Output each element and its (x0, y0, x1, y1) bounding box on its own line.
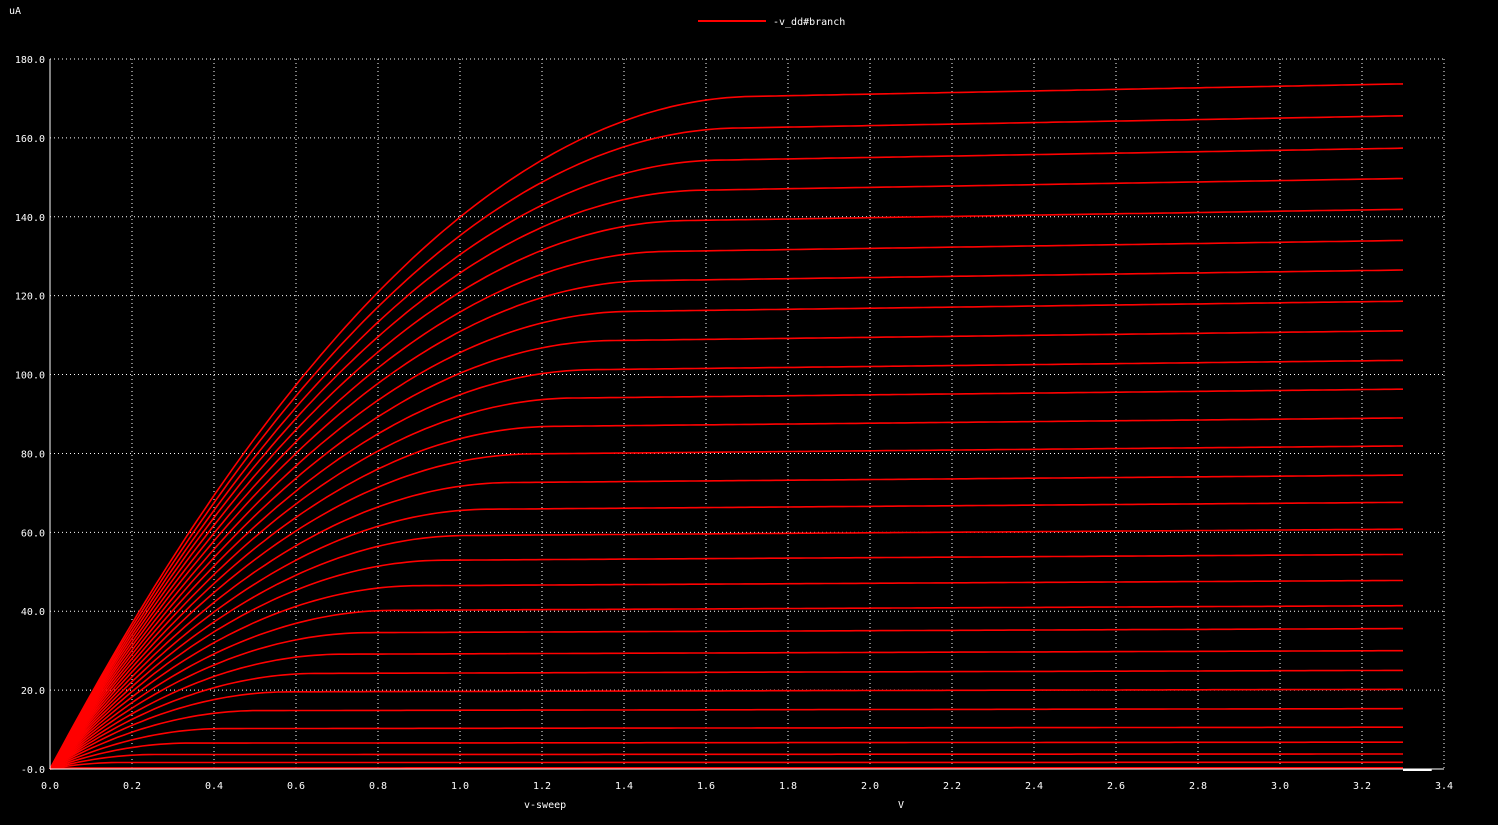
y-tick-label: 20.0 (21, 686, 45, 697)
y-tick-label: 100.0 (15, 371, 45, 382)
series-curve (49, 726, 1403, 770)
series-curves (49, 83, 1404, 770)
series-curve (49, 649, 1403, 770)
y-tick-label: -0.0 (21, 765, 45, 776)
series-curve (49, 627, 1403, 770)
x-tick-label: 0.0 (41, 781, 59, 792)
series-curve (49, 741, 1403, 770)
series-curve (49, 329, 1403, 770)
series-curve (49, 707, 1404, 770)
series-curve (49, 417, 1404, 770)
tick-labels: 0.0 0.2 0.4 0.6 0.8 1.0 1.2 1.4 1.6 1.8 2.0 2.2 2.4 2… (15, 55, 1453, 792)
x-tick-label: 3.2 (1353, 781, 1371, 792)
series-curve (49, 474, 1404, 770)
series-curve (49, 501, 1403, 770)
legend-label: -v_dd#branch (773, 17, 845, 28)
x-tick-label: 0.6 (287, 781, 305, 792)
series-curve (49, 579, 1403, 770)
x-unit-label: V (898, 800, 904, 811)
series-curve (49, 761, 1403, 770)
x-tick-label: 3.0 (1271, 781, 1289, 792)
series-curve (49, 553, 1404, 770)
y-tick-label: 40.0 (21, 607, 45, 618)
series-curve (49, 528, 1403, 770)
series-curve (49, 177, 1404, 770)
series-curve (49, 766, 1403, 770)
x-tick-label: 1.0 (451, 781, 469, 792)
x-tick-label: 1.4 (615, 781, 633, 792)
y-tick-label: 80.0 (21, 449, 45, 460)
y-unit-label: uA (9, 6, 21, 17)
x-axis-label: v-sweep (524, 800, 566, 811)
x-tick-label: 2.2 (943, 781, 961, 792)
y-tick-label: 60.0 (21, 528, 45, 539)
series-curve (49, 753, 1403, 770)
series-curve (49, 300, 1404, 770)
series-curve (49, 604, 1403, 770)
series-curve (49, 688, 1403, 770)
x-tick-label: 0.4 (205, 781, 223, 792)
x-tick-label: 0.2 (123, 781, 141, 792)
series-curve (49, 388, 1403, 770)
series-curve (49, 269, 1404, 770)
x-tick-label: 2.0 (861, 781, 879, 792)
series-curve (49, 147, 1404, 770)
x-tick-label: 0.8 (369, 781, 387, 792)
series-curve (49, 208, 1404, 770)
x-tick-label: 1.2 (533, 781, 551, 792)
x-tick-label: 2.6 (1107, 781, 1125, 792)
x-tick-label: 1.8 (779, 781, 797, 792)
series-curve (49, 115, 1404, 770)
series-curve (49, 83, 1404, 770)
x-tick-label: 2.8 (1189, 781, 1207, 792)
x-tick-label: 3.4 (1435, 781, 1453, 792)
series-curve (49, 669, 1403, 770)
axes (49, 58, 1445, 771)
x-tick-label: 2.4 (1025, 781, 1043, 792)
series-curve (49, 359, 1403, 770)
x-tick-label: 1.6 (697, 781, 715, 792)
series-curve (49, 239, 1404, 770)
y-tick-label: 120.0 (15, 292, 45, 303)
y-tick-label: 160.0 (15, 134, 45, 145)
y-tick-label: 140.0 (15, 213, 45, 224)
y-tick-label: 180.0 (15, 55, 45, 66)
series-curve (49, 445, 1404, 770)
